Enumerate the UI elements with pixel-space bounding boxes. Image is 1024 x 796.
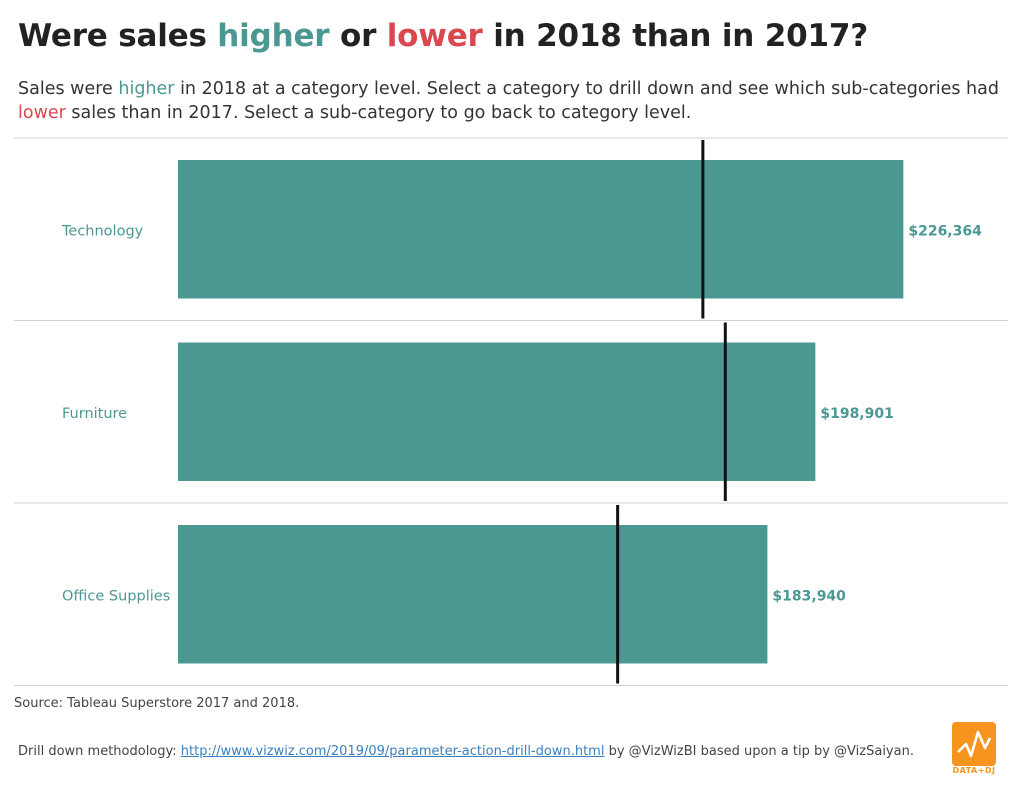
bar-office-supplies[interactable] (178, 525, 768, 664)
value-label-technology: $226,364 (908, 223, 982, 239)
subtitle-part-3: sales than in 2017. Select a sub-categor… (65, 103, 692, 123)
chart-rows: Technology $226,364 Furniture $198,901 Offic… (61, 140, 982, 684)
logo-text: DATA+DJ (952, 766, 996, 775)
data-dj-logo[interactable]: DATA+DJ (952, 722, 996, 782)
subtitle-part-1: Sales were (18, 79, 119, 99)
title-lower-word: lower (386, 18, 483, 54)
data-dj-logo-icon (952, 722, 996, 766)
category-label-furniture[interactable]: Furniture (62, 406, 127, 422)
source-note: Source: Tableau Superstore 2017 and 2018… (14, 696, 300, 711)
chart-subtitle: Sales were higher in 2018 at a category … (18, 77, 1008, 125)
category-row[interactable]: Technology $226,364 (61, 140, 982, 319)
chart-title: Were sales higher or lower in 2018 than … (18, 18, 868, 54)
bar-technology[interactable] (178, 160, 904, 299)
title-part-3: in 2018 than in 2017? (482, 18, 869, 54)
methodology-suffix: by @VizWizBI based upon a tip by @VizSai… (604, 744, 914, 759)
title-part-2: or (329, 18, 387, 54)
value-label-furniture: $198,901 (820, 406, 894, 422)
category-label-technology[interactable]: Technology (61, 223, 144, 239)
subtitle-lower-word: lower (18, 103, 66, 123)
title-part-1: Were sales (18, 18, 218, 54)
subtitle-part-2: in 2018 at a category level. Select a ca… (174, 79, 999, 99)
row-dividers (14, 137, 1008, 686)
category-row[interactable]: Furniture $198,901 (62, 322, 894, 502)
value-label-office-supplies: $183,940 (772, 588, 846, 604)
category-row[interactable]: Office Supplies $183,940 (62, 505, 846, 684)
subtitle-higher-word: higher (118, 79, 175, 99)
category-label-office-supplies[interactable]: Office Supplies (62, 588, 170, 604)
methodology-prefix: Drill down methodology: (18, 744, 181, 759)
methodology-note: Drill down methodology: http://www.vizwi… (18, 744, 914, 759)
title-higher-word: higher (217, 18, 330, 54)
methodology-link[interactable]: http://www.vizwiz.com/2019/09/parameter-… (180, 744, 605, 759)
bar-furniture[interactable] (178, 342, 816, 482)
